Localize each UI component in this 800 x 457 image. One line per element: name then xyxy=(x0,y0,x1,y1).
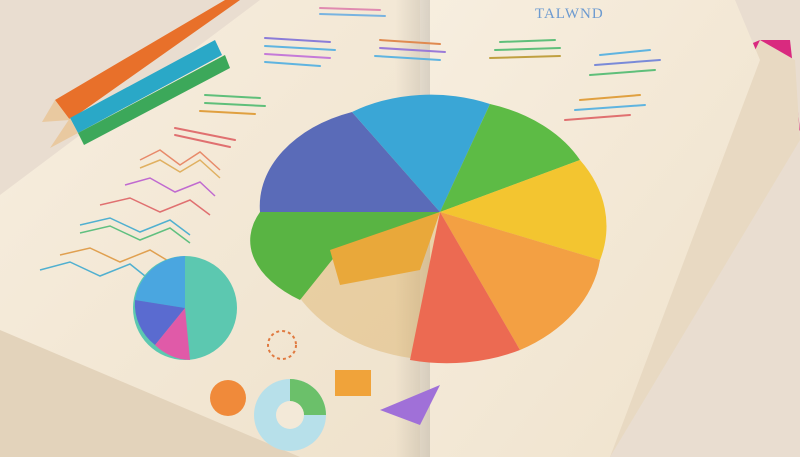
bottom-donut xyxy=(254,379,326,451)
left-page xyxy=(0,0,420,457)
orange-pencil-icon xyxy=(42,0,240,122)
teal-pencil-icon xyxy=(50,40,222,148)
pie-slice-orange xyxy=(440,212,600,350)
left-page-lines xyxy=(174,7,386,148)
left-page-waves xyxy=(39,149,221,281)
orange-blob xyxy=(210,380,246,416)
purple-shape xyxy=(380,385,440,425)
pie-slice-red xyxy=(410,212,520,364)
pie-wedge-gold xyxy=(330,212,440,285)
header-text: TALWND xyxy=(535,6,604,22)
pie-slice-yellow xyxy=(440,160,607,260)
small-pie-chart xyxy=(133,256,237,360)
pie-slice-green-left xyxy=(250,212,440,300)
pie-slice-blue xyxy=(352,94,490,212)
pie-slice-green-top xyxy=(440,104,580,212)
right-page-lines xyxy=(374,39,661,121)
pie-slice-indigo xyxy=(259,112,440,212)
dashed-circle xyxy=(267,330,297,360)
main-pie-chart xyxy=(250,94,607,364)
green-pencil-icon xyxy=(78,55,230,145)
orange-bar-shape xyxy=(335,370,371,396)
